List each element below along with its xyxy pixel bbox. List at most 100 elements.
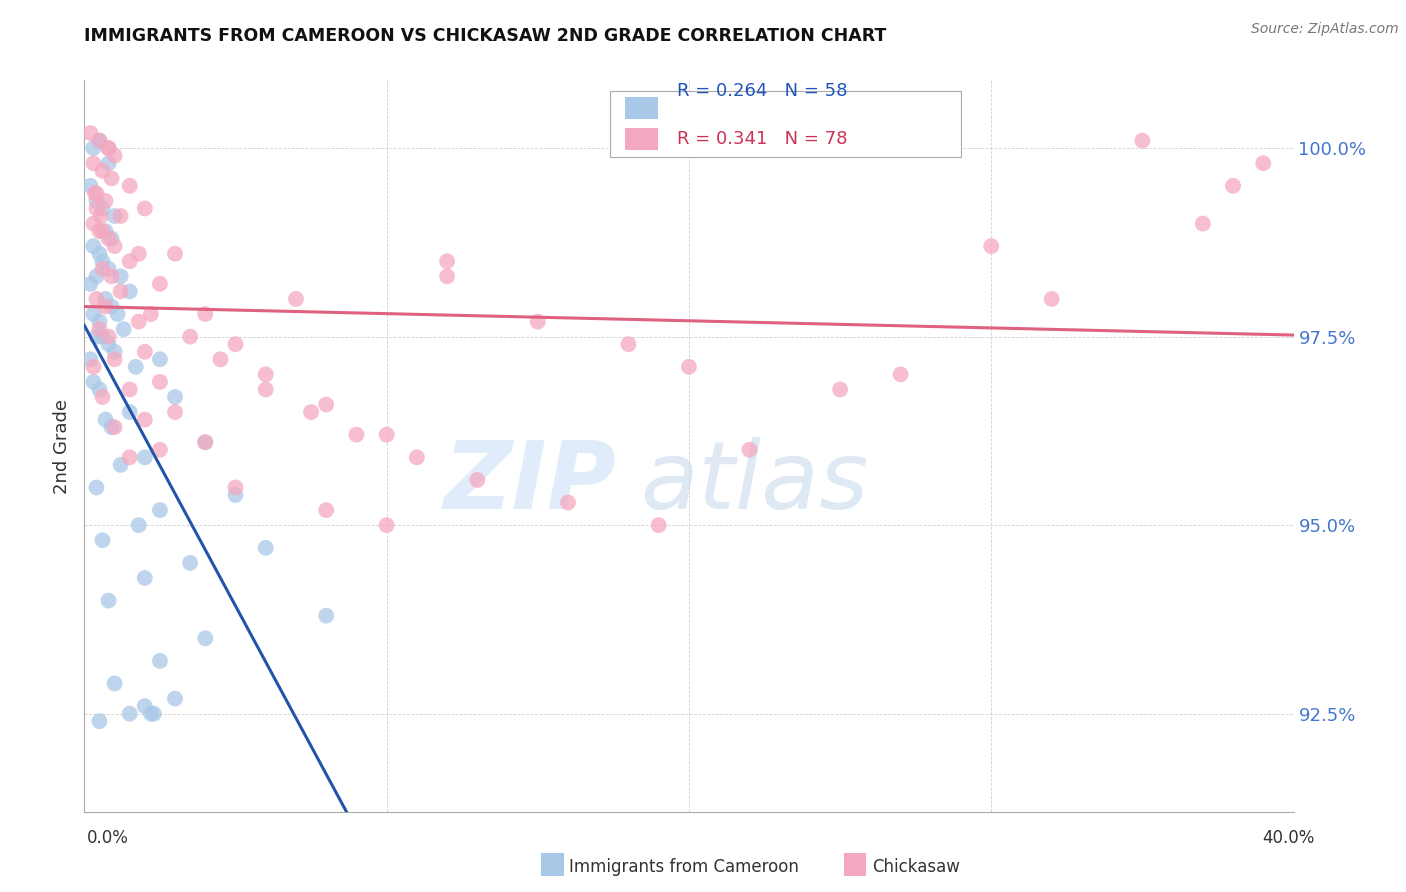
Point — [194, 435, 217, 450]
Point — [406, 450, 429, 465]
Text: ZIP: ZIP — [443, 436, 616, 529]
Point — [139, 307, 162, 321]
Point — [104, 239, 127, 253]
Point — [97, 141, 120, 155]
Point — [225, 337, 247, 351]
Point — [118, 178, 141, 193]
Point — [94, 292, 117, 306]
Point — [134, 450, 156, 465]
Point — [254, 368, 277, 382]
Point — [100, 171, 122, 186]
Point — [194, 435, 217, 450]
Point — [134, 344, 156, 359]
FancyBboxPatch shape — [610, 91, 962, 157]
Point — [209, 352, 232, 367]
Point — [738, 442, 761, 457]
Point — [436, 269, 458, 284]
Point — [194, 632, 217, 646]
Point — [118, 285, 141, 299]
Point — [94, 412, 117, 426]
Point — [527, 315, 550, 329]
Point — [648, 518, 671, 533]
Point — [97, 156, 120, 170]
Point — [82, 375, 104, 389]
Point — [91, 261, 114, 276]
Point — [82, 141, 104, 155]
Point — [118, 254, 141, 268]
Text: Immigrants from Cameroon: Immigrants from Cameroon — [569, 858, 799, 876]
Point — [91, 254, 114, 268]
Point — [86, 480, 108, 494]
Point — [890, 368, 912, 382]
Point — [110, 285, 132, 299]
Point — [128, 518, 150, 533]
Point — [149, 277, 172, 291]
Point — [165, 246, 187, 260]
Point — [89, 315, 111, 329]
Point — [104, 209, 127, 223]
Point — [82, 239, 104, 253]
Point — [104, 352, 127, 367]
Point — [375, 427, 398, 442]
Point — [165, 390, 187, 404]
Point — [165, 405, 187, 419]
Point — [1222, 178, 1244, 193]
Point — [100, 420, 122, 434]
Point — [79, 352, 101, 367]
Point — [118, 450, 141, 465]
Point — [118, 706, 141, 721]
Point — [678, 359, 700, 374]
Point — [225, 488, 247, 502]
Text: R = 0.264   N = 58: R = 0.264 N = 58 — [676, 82, 848, 100]
Point — [110, 269, 132, 284]
Point — [112, 322, 135, 336]
Point — [254, 541, 277, 555]
Point — [84, 186, 107, 201]
Point — [89, 134, 111, 148]
Point — [179, 329, 201, 343]
Point — [86, 194, 108, 208]
Point — [100, 269, 122, 284]
Bar — [624, 97, 658, 119]
Point — [315, 503, 337, 517]
Point — [82, 217, 104, 231]
Point — [97, 329, 120, 343]
Point — [91, 224, 114, 238]
Text: R = 0.341   N = 78: R = 0.341 N = 78 — [676, 130, 848, 148]
Point — [134, 699, 156, 714]
Point — [165, 691, 187, 706]
Point — [107, 307, 129, 321]
Point — [86, 329, 108, 343]
Point — [134, 202, 156, 216]
Point — [97, 593, 120, 607]
Point — [254, 383, 277, 397]
Bar — [624, 128, 658, 150]
Point — [1253, 156, 1275, 170]
Point — [1040, 292, 1063, 306]
Point — [91, 202, 114, 216]
Text: atlas: atlas — [641, 437, 869, 528]
Point — [149, 654, 172, 668]
Point — [467, 473, 489, 487]
Point — [118, 383, 141, 397]
Point — [100, 232, 122, 246]
Text: 0.0%: 0.0% — [87, 829, 129, 847]
Point — [375, 518, 398, 533]
Point — [104, 676, 127, 690]
Point — [315, 398, 337, 412]
Point — [980, 239, 1002, 253]
Text: IMMIGRANTS FROM CAMEROON VS CHICKASAW 2ND GRADE CORRELATION CHART: IMMIGRANTS FROM CAMEROON VS CHICKASAW 2N… — [84, 27, 887, 45]
Point — [100, 300, 122, 314]
Point — [86, 269, 108, 284]
Point — [118, 405, 141, 419]
Point — [91, 163, 114, 178]
Point — [89, 322, 111, 336]
Point — [346, 427, 368, 442]
Point — [179, 556, 201, 570]
Point — [830, 383, 852, 397]
Text: Chickasaw: Chickasaw — [872, 858, 960, 876]
Point — [104, 420, 127, 434]
Point — [89, 246, 111, 260]
Point — [134, 412, 156, 426]
Point — [125, 359, 148, 374]
